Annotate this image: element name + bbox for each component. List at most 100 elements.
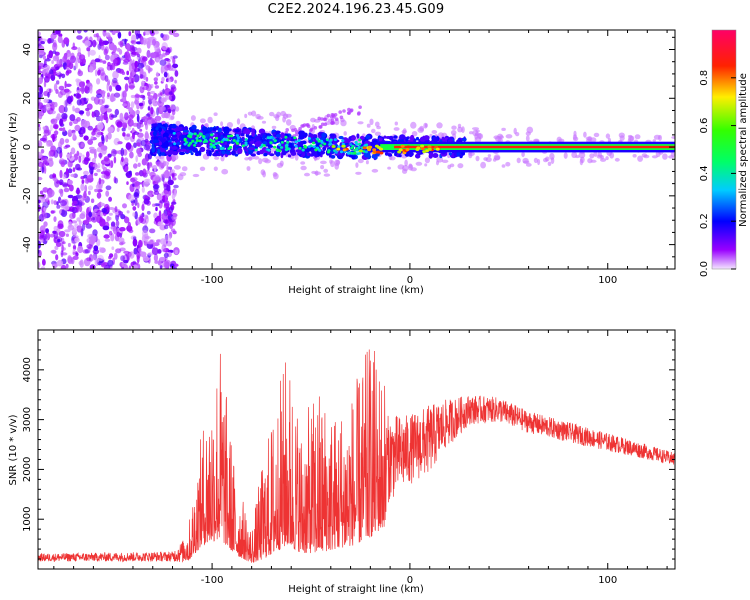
spectrogram-cell — [159, 92, 163, 96]
spectrogram-cell — [351, 144, 355, 148]
spectrogram-cell — [287, 142, 293, 149]
spectrogram-cell — [176, 141, 180, 146]
spectrogram-cell — [78, 81, 85, 88]
spectrogram-cell — [168, 91, 173, 95]
spectrogram-cell — [234, 129, 241, 133]
spectrogram-cell — [115, 213, 119, 222]
spectrogram-cell — [143, 198, 150, 205]
spectrogram-cell — [145, 169, 150, 174]
spectrogram-cell — [190, 115, 196, 121]
spectrogram-cell — [297, 148, 302, 155]
spectrogram-cell — [376, 150, 381, 154]
spectrogram-cell — [63, 187, 70, 193]
spectrogram-cell — [66, 53, 71, 60]
snr-axes: -100 0 100 1000 2000 3000 4000 — [22, 329, 675, 586]
colorbar-ticks: 0.0 0.2 0.4 0.6 0.8 — [699, 70, 736, 277]
spectrogram-cell — [221, 168, 229, 175]
spectrogram-cell — [419, 125, 424, 132]
spectrogram-cell — [136, 255, 140, 264]
spectrogram-cell — [108, 212, 113, 216]
spectrogram-cell — [150, 107, 154, 115]
spectrogram-cell — [410, 121, 417, 129]
spectrogram-cell — [147, 95, 154, 101]
spectrogram-cell — [83, 170, 89, 176]
spectrogram-cell — [103, 170, 110, 175]
spectrogram-cell — [379, 147, 383, 151]
spectrogram-cell — [114, 108, 120, 116]
spectrogram-cell — [162, 88, 165, 95]
spectrogram-cell — [125, 142, 132, 150]
spectrogram-cell — [320, 165, 325, 170]
spectrogram-cell — [61, 73, 66, 79]
spectrogram-cell — [167, 179, 174, 186]
spectrogram-cell — [83, 135, 89, 141]
spectrogram-cell — [191, 124, 197, 130]
spectrogram-cell — [112, 44, 117, 53]
spectrogram-cell — [40, 41, 45, 45]
spectrogram-cell — [52, 42, 58, 51]
spectrogram-cell — [40, 76, 43, 83]
spectrogram-cell — [67, 224, 75, 231]
spectrogram-cell — [326, 113, 331, 118]
x-tick-label: -100 — [201, 275, 224, 286]
spectrogram-cell — [415, 148, 420, 151]
spectrogram-cell — [153, 190, 160, 195]
spectrogram-cell — [600, 158, 607, 162]
spectrogram-cell — [66, 153, 71, 159]
spectrogram-cell — [163, 203, 170, 209]
spectrogram-cell — [366, 123, 371, 128]
y-tick-label: -40 — [22, 236, 33, 252]
spectrogram-cell — [550, 157, 555, 165]
spectrogram-cell — [338, 135, 344, 140]
spectrogram-cell — [597, 151, 602, 157]
spectrogram-cell — [256, 116, 264, 120]
spectrogram-cell — [75, 59, 78, 69]
spectrogram-cell — [175, 106, 180, 112]
spectrogram-cell — [144, 120, 148, 126]
spectrogram-cell — [427, 147, 432, 151]
spectrogram-cell — [145, 64, 150, 71]
spectrogram-cell — [214, 133, 219, 139]
spectrogram-cell — [126, 133, 131, 137]
spectrogram-cell — [199, 166, 206, 171]
spectrogram-cell — [43, 165, 47, 174]
spectrogram-cell — [244, 129, 251, 135]
spectrogram-cell — [362, 146, 367, 150]
spectrogram-cell — [236, 139, 240, 143]
spectrogram-cell — [164, 190, 170, 198]
x-tick-label: 100 — [598, 575, 617, 586]
spectrogram-cell — [142, 168, 147, 177]
spectrogram-cell — [314, 148, 318, 152]
spectrogram-cell — [358, 138, 362, 142]
spectrogram-cell — [572, 134, 578, 140]
spectrogram-cell — [155, 156, 162, 160]
spectrogram-cell — [322, 117, 327, 122]
spectrogram-cell — [50, 249, 57, 254]
spectrogram-cell — [182, 129, 190, 133]
spectrogram-cell — [83, 190, 87, 199]
spectrogram-cell — [56, 146, 63, 154]
spectrogram-cell — [158, 127, 162, 132]
spectrogram-cell — [102, 114, 108, 121]
x-tick-label: 100 — [598, 275, 617, 286]
spectrogram-cell — [346, 138, 351, 144]
spectrogram-cell — [374, 131, 382, 136]
spectrogram-cell — [415, 161, 423, 166]
spectrogram-cell — [132, 260, 136, 266]
y-tick-label: -20 — [22, 188, 33, 204]
spectrogram-cell — [165, 171, 170, 178]
spectrogram-cell — [76, 204, 80, 213]
spectrogram-cell — [363, 144, 367, 148]
spectrogram-cell — [273, 173, 279, 180]
spectrogram-cell — [162, 52, 166, 58]
spectrogram-cell — [280, 132, 285, 139]
spectrogram-cell — [107, 153, 112, 158]
spectrogram-cell — [78, 220, 82, 226]
spectrogram-cell — [493, 135, 500, 140]
spectrogram-cell — [55, 242, 62, 248]
spectrogram-cell — [96, 192, 102, 199]
spectrogram-cell — [369, 118, 374, 126]
figure-title: C2E2.2024.196.23.45.G09 — [267, 2, 445, 17]
spectrogram-cell — [432, 153, 439, 158]
spectrogram-cell — [92, 164, 98, 168]
